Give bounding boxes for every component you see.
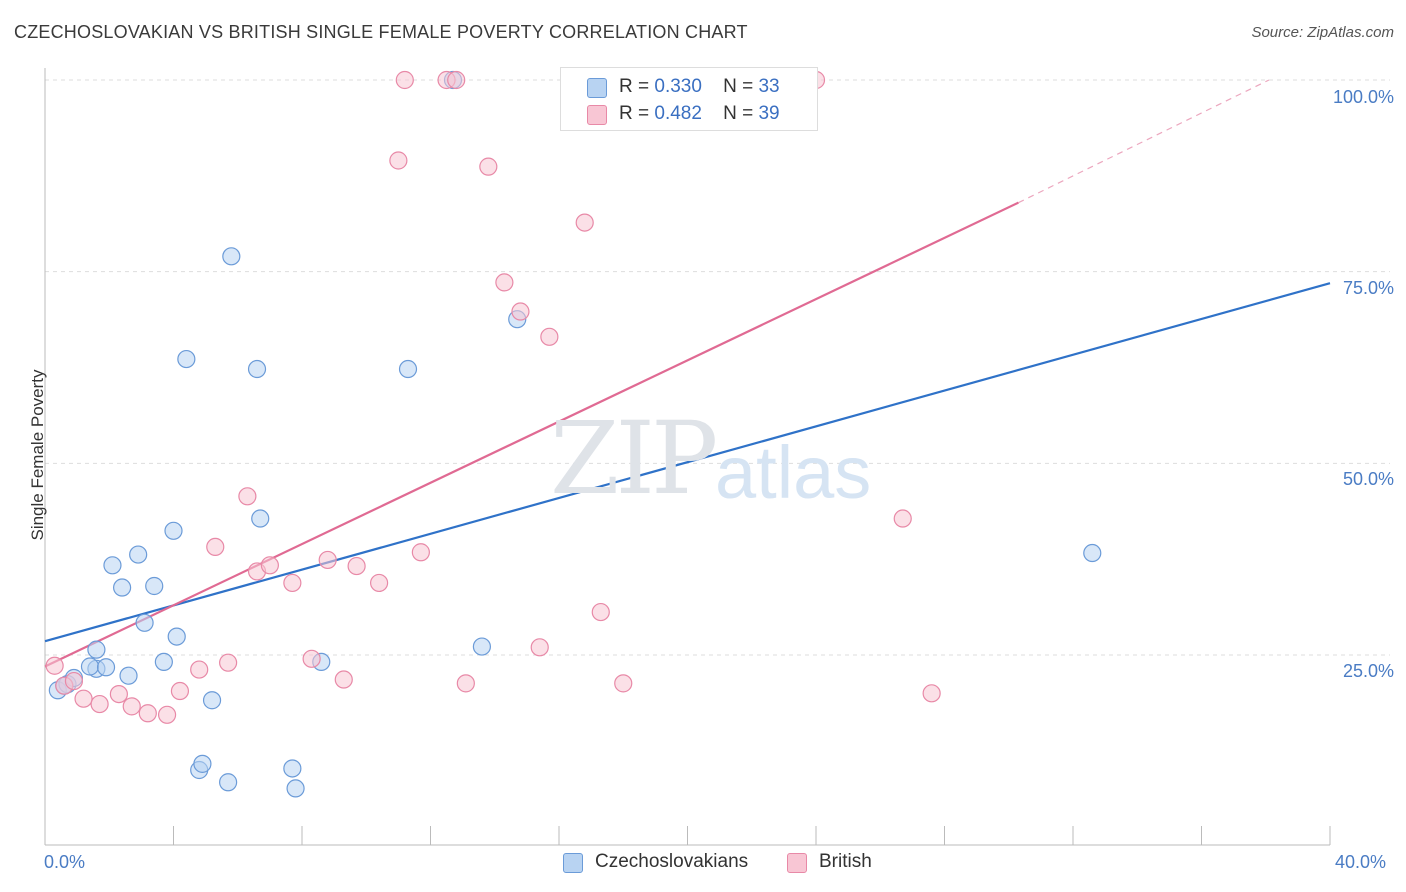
point-british bbox=[540, 327, 559, 346]
point-czech bbox=[119, 666, 138, 685]
legend-n-label: N = bbox=[723, 76, 754, 97]
point-british bbox=[447, 70, 466, 90]
point-british bbox=[511, 302, 530, 321]
point-british bbox=[238, 487, 257, 506]
legend-r-label: R = bbox=[619, 103, 650, 124]
point-czech bbox=[251, 509, 270, 528]
point-british bbox=[122, 697, 141, 716]
point-british bbox=[109, 684, 128, 704]
y-tick-label-75: 75.0% bbox=[1342, 278, 1394, 298]
watermark-atlas: atlas bbox=[715, 431, 872, 514]
axes bbox=[44, 68, 1331, 846]
legend-r-value-czech: 0.330 bbox=[654, 76, 702, 97]
point-british bbox=[219, 653, 238, 672]
point-czech bbox=[167, 627, 186, 646]
point-czech bbox=[103, 556, 122, 575]
source-credit: Source: ZipAtlas.com bbox=[1251, 24, 1394, 41]
data-points bbox=[45, 70, 1102, 798]
point-czech bbox=[154, 652, 173, 672]
bottom-legend-label-british: British bbox=[819, 851, 872, 872]
point-british bbox=[334, 670, 353, 689]
point-czech bbox=[135, 613, 154, 632]
watermark-zip: ZIP bbox=[550, 400, 718, 517]
point-czech bbox=[283, 759, 302, 778]
point-czech bbox=[87, 640, 106, 659]
point-british bbox=[74, 689, 93, 708]
legend-swatch-blue bbox=[587, 78, 607, 98]
point-british bbox=[591, 602, 610, 622]
point-british bbox=[575, 213, 594, 232]
y-tick-label-100: 100.0% bbox=[1332, 87, 1394, 107]
legend-swatch-pink bbox=[587, 105, 607, 125]
point-british bbox=[283, 573, 302, 593]
point-british bbox=[45, 656, 64, 675]
point-british bbox=[893, 509, 912, 528]
correlation-legend: R = 0.330 N = 33 R = 0.482 N = 39 bbox=[560, 67, 818, 131]
point-british bbox=[260, 556, 279, 575]
point-british bbox=[614, 674, 633, 693]
point-czech bbox=[164, 521, 183, 540]
point-british bbox=[389, 151, 408, 170]
point-british bbox=[495, 273, 514, 292]
point-british bbox=[395, 70, 414, 90]
point-czech bbox=[202, 691, 222, 710]
point-czech bbox=[398, 359, 418, 379]
point-czech bbox=[1083, 543, 1102, 563]
y-tick-label-25: 25.0% bbox=[1342, 661, 1394, 681]
point-czech bbox=[219, 773, 238, 792]
legend-n-label: N = bbox=[723, 103, 754, 124]
bottom-legend-swatch-blue bbox=[563, 853, 583, 873]
point-british bbox=[157, 705, 177, 724]
point-czech bbox=[112, 578, 132, 597]
point-czech bbox=[145, 576, 164, 596]
point-czech bbox=[247, 359, 267, 379]
point-czech bbox=[129, 545, 148, 564]
grid-lines bbox=[45, 79, 1390, 656]
point-czech bbox=[472, 637, 491, 656]
point-czech bbox=[177, 349, 196, 369]
bottom-legend-label-czechoslovakians: Czechoslovakians bbox=[595, 851, 749, 872]
point-british bbox=[170, 681, 190, 701]
point-british bbox=[922, 684, 941, 703]
x-tick-label-max: 40.0% bbox=[1335, 852, 1387, 872]
trend-lines bbox=[44, 79, 1331, 668]
point-czech bbox=[286, 779, 305, 798]
point-british bbox=[411, 543, 430, 562]
point-british bbox=[456, 674, 475, 693]
legend-r-label: R = bbox=[619, 76, 650, 97]
legend-n-value-czech: 33 bbox=[758, 76, 780, 97]
bottom-legend-swatch-pink bbox=[787, 853, 807, 873]
trend-line-czech bbox=[44, 282, 1331, 643]
chart-title: CZECHOSLOVAKIAN VS BRITISH SINGLE FEMALE… bbox=[14, 22, 748, 42]
point-british bbox=[530, 638, 549, 657]
point-czech bbox=[193, 754, 212, 773]
point-british bbox=[347, 556, 366, 576]
point-british bbox=[90, 694, 109, 714]
point-czech bbox=[222, 247, 241, 266]
point-british bbox=[370, 573, 389, 593]
y-axis-label: Single Female Poverty bbox=[28, 369, 47, 541]
trend-line-british bbox=[44, 201, 1019, 668]
point-british bbox=[138, 704, 157, 723]
point-czech bbox=[96, 658, 116, 677]
point-czech bbox=[80, 657, 100, 676]
y-tick-label-50: 50.0% bbox=[1342, 469, 1394, 489]
legend-n-value-british: 39 bbox=[758, 103, 780, 124]
legend-r-value-british: 0.482 bbox=[654, 103, 702, 124]
point-british bbox=[479, 157, 498, 176]
x-tick-label-min: 0.0% bbox=[44, 852, 86, 872]
point-british bbox=[318, 550, 337, 570]
point-british bbox=[206, 537, 225, 557]
point-british bbox=[190, 660, 209, 679]
point-british bbox=[302, 649, 321, 668]
point-british bbox=[64, 671, 84, 691]
trend-line-extension-british bbox=[1018, 79, 1270, 204]
